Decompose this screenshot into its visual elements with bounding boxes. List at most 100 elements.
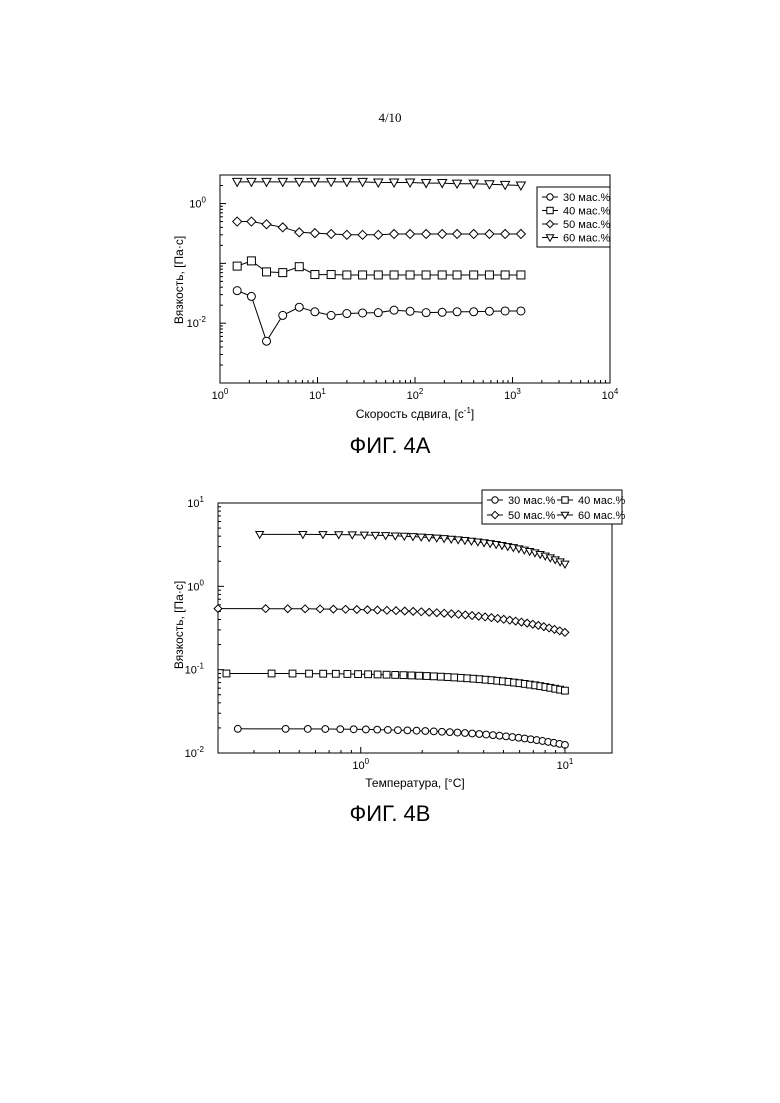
legend-label: 30 мас.% — [508, 495, 556, 507]
data-point — [234, 725, 241, 732]
data-point — [425, 608, 433, 616]
data-point — [439, 728, 446, 735]
data-point — [503, 733, 510, 740]
data-point — [247, 292, 255, 300]
data-point — [485, 229, 494, 238]
data-point — [417, 608, 425, 616]
y-tick-label: 10-2 — [185, 745, 205, 760]
data-point — [329, 605, 337, 613]
data-point — [394, 727, 401, 734]
legend: 30 мас.%40 мас.%50 мас.%60 мас.% — [537, 187, 611, 247]
data-point — [359, 271, 367, 279]
data-point — [362, 726, 369, 733]
data-point — [422, 309, 430, 317]
y-tick-label: 100 — [189, 196, 206, 211]
data-point — [295, 228, 304, 237]
data-point — [457, 674, 464, 681]
series-3 — [233, 217, 526, 239]
data-point — [374, 309, 382, 317]
data-point — [342, 230, 351, 239]
data-point — [337, 726, 344, 733]
data-point — [516, 182, 525, 190]
data-point — [461, 611, 469, 619]
data-point — [438, 308, 446, 316]
data-point — [501, 229, 510, 238]
legend: 30 мас.%50 мас.%40 мас.%60 мас.% — [482, 490, 626, 524]
data-point — [233, 287, 241, 295]
data-point — [409, 607, 417, 615]
data-point — [343, 271, 351, 279]
data-point — [509, 734, 516, 741]
data-point — [374, 230, 383, 239]
data-point — [295, 178, 304, 186]
data-point — [422, 728, 429, 735]
data-point — [278, 223, 287, 232]
y-tick-label: 10-1 — [185, 662, 205, 677]
data-point — [284, 605, 292, 613]
data-point — [295, 263, 303, 271]
data-point — [448, 610, 456, 618]
data-point — [310, 178, 319, 186]
data-point — [490, 732, 497, 739]
data-point — [279, 269, 287, 277]
data-point — [470, 271, 478, 279]
data-point — [392, 672, 399, 679]
x-axis-label-text: Скорость сдвига, [с — [356, 407, 464, 421]
legend-marker — [492, 497, 498, 503]
data-point — [355, 671, 362, 678]
data-point — [440, 609, 448, 617]
data-point — [304, 726, 311, 733]
data-point — [485, 271, 493, 279]
data-point — [561, 561, 569, 568]
data-point — [365, 671, 372, 678]
data-point — [262, 178, 271, 186]
y-tick-label: 101 — [187, 495, 204, 510]
data-point — [455, 610, 463, 618]
legend-label: 30 мас.% — [563, 192, 611, 204]
data-point — [384, 726, 391, 733]
legend-label: 40 мас.% — [563, 206, 611, 218]
data-point — [390, 306, 398, 314]
data-point — [262, 220, 271, 229]
x-tick-label: 100 — [352, 757, 369, 772]
data-point — [268, 670, 275, 677]
data-point — [223, 670, 230, 677]
y-axis-label: Вязкость, [Па·с] — [172, 581, 186, 669]
legend-marker — [547, 194, 553, 200]
data-point — [374, 726, 381, 733]
data-point — [430, 673, 437, 680]
x-tick-label: 101 — [557, 757, 574, 772]
data-point — [406, 307, 414, 315]
data-point — [422, 229, 431, 238]
data-point — [295, 303, 303, 311]
figure-4b-chart: 10010110-210-1100101 Вязкость, [Па·с] Те… — [0, 485, 780, 795]
data-point — [301, 605, 309, 613]
data-point — [390, 229, 399, 238]
data-point — [406, 271, 414, 279]
x-tick-label: 104 — [602, 387, 619, 402]
data-point — [311, 271, 319, 279]
data-point — [311, 308, 319, 316]
data-point — [282, 725, 289, 732]
data-point — [320, 670, 327, 677]
data-point — [322, 726, 329, 733]
data-point — [374, 271, 382, 279]
data-point — [374, 606, 382, 614]
data-point — [404, 727, 411, 734]
data-point — [327, 311, 335, 319]
series-4 — [256, 531, 569, 567]
data-point — [247, 178, 256, 186]
data-point — [430, 728, 437, 735]
data-point — [438, 271, 446, 279]
data-point — [327, 271, 335, 279]
data-point — [279, 311, 287, 319]
x-axis-label-tail: ] — [471, 407, 474, 421]
data-point — [306, 670, 313, 677]
data-point — [383, 606, 391, 614]
data-point — [353, 606, 361, 614]
y-tick-label: 10-2 — [187, 315, 207, 330]
data-point — [470, 308, 478, 316]
data-point — [400, 672, 407, 679]
data-point — [350, 726, 357, 733]
data-point — [562, 687, 569, 694]
